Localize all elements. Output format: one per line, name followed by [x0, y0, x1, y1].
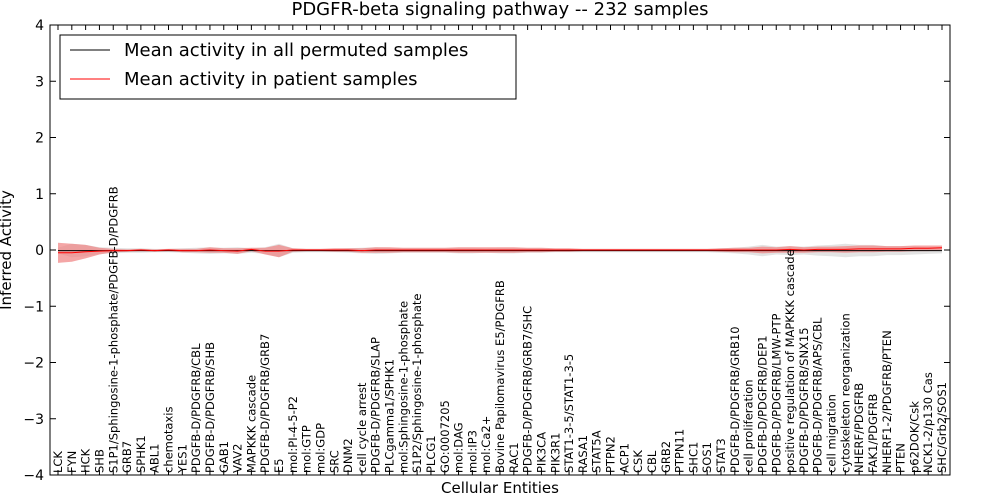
entity-label: FYN [65, 451, 79, 473]
entity-label: PTPN11 [673, 429, 687, 473]
entity-label: SHC1 [686, 442, 700, 473]
y-tick-label: −4 [23, 468, 44, 484]
entity-label: positive regulation of MAPKKK cascade [783, 249, 797, 473]
entity-label: PDGFB-D/PDGFRB/APS/CBL [811, 317, 825, 473]
entity-label: GAB1 [217, 441, 231, 473]
entity-label: chemotaxis [162, 407, 176, 473]
entity-label: mol:DAG [452, 422, 466, 473]
entity-label: S1P2/Sphingosine-1-phosphate [410, 294, 424, 473]
entity-label: CBL [645, 450, 659, 473]
entity-label: cell proliferation [742, 379, 756, 473]
y-axis-label: Inferred Activity [0, 190, 15, 310]
entity-label: MAPKKK cascade [244, 375, 258, 473]
entity-label: PDGFB-D/PDGFRB/SNX15 [797, 327, 811, 473]
entity-label: PTEN [894, 443, 908, 473]
bands-layer [58, 242, 942, 263]
entity-label: ACP1 [617, 443, 631, 473]
entity-label: GRB7 [120, 441, 134, 473]
entity-labels: LCK FYN HCK SHB S1P1/Sphingosine-1-phosphate… [51, 186, 949, 474]
entity-label: mol:Sphingosine-1-phosphate [396, 301, 410, 473]
entity-label: E5 [272, 458, 286, 473]
entity-label: PDGFB-D/PDGFRB/GRB7 [258, 334, 272, 473]
entity-label: Bovine Papilomavirus E5/PDGFRB [493, 280, 507, 473]
entity-label: S1P1/Sphingosine-1-phosphate/PDGFB-D/PDG… [106, 186, 120, 473]
entity-label: mol:GDP [313, 423, 327, 473]
entity-label: CSK [631, 450, 645, 473]
y-tick-label: −1 [23, 299, 44, 315]
entity-label: ABL1 [148, 444, 162, 473]
entity-label: PLCG1 [424, 435, 438, 473]
y-tick-label: 3 [35, 74, 44, 90]
lines-layer [58, 247, 943, 254]
entity-label: mol:Ca2+ [479, 416, 493, 473]
entity-label: p62DOK/Csk [907, 401, 921, 473]
entity-label: LCK [51, 451, 65, 473]
entity-label: cell cycle arrest [355, 382, 369, 473]
series-line-patient [58, 247, 943, 254]
entity-label: PDGFB-D/PDGFRB/GRB7/SHC [521, 306, 535, 473]
y-tick-label: 2 [35, 131, 44, 147]
entity-label: SHC/Grb2/SOS1 [935, 382, 949, 473]
x-axis-label: Cellular Entities [441, 479, 559, 497]
entity-label: SHB [92, 449, 106, 473]
y-tick-label: −2 [23, 356, 44, 372]
entity-label: STAT1-3-5/STAT1-3-5 [562, 354, 576, 473]
entity-label: PTPN2 [604, 436, 618, 473]
entity-label: STAT3 [714, 438, 728, 473]
x-axis-ticks [57, 25, 943, 475]
entity-label: PDGFB-D/PDGFRB/CBL [189, 343, 203, 473]
entity-label: PDGFB-D/PDGFRB/SHB [203, 342, 217, 473]
entity-label: PDGFB-D/PDGFRB/DEP1 [755, 335, 769, 473]
entity-label: FAK1/PDGFRB [866, 394, 880, 473]
entity-label: cell migration [825, 394, 839, 473]
entity-label: PIK3R1 [548, 433, 562, 474]
entity-label: PDGFB-D/PDGFRB/LMW-PTP [769, 314, 783, 473]
confidence-band-patient [58, 242, 942, 263]
entity-label: cytoskeleton reorganization [838, 313, 852, 473]
entity-label: NHERF1-2/PDGFRB/PTEN [880, 330, 894, 473]
entity-label: mol:GTP [300, 425, 314, 473]
legend-box [59, 34, 517, 100]
legend-label-permuted: Mean activity in all permuted samples [124, 40, 468, 61]
entity-label: mol:IP3 [465, 430, 479, 473]
entity-label: PDGFB-D/PDGFRB/SLAP [369, 337, 383, 473]
entity-label: RAC1 [507, 442, 521, 473]
entity-label: STAT5A [590, 430, 604, 473]
entity-label: SOS1 [700, 442, 714, 473]
y-tick-label: 4 [35, 18, 44, 34]
entity-label: HCK [79, 448, 93, 473]
entity-label: YES1 [175, 444, 189, 474]
entity-label: SRC [327, 450, 341, 473]
entity-label: PIK3CA [534, 432, 548, 473]
y-axis-ticks: 4 3 2 1 0 −1 −2 −3 −4 [23, 18, 950, 484]
legend: Mean activity in all permuted samples Me… [59, 34, 517, 100]
entity-label: VAV2 [231, 444, 245, 473]
entity-label: SPHK1 [134, 435, 148, 473]
entity-label: PDGFB-D/PDGFRB/GRB10 [728, 326, 742, 473]
entity-label: mol:PI-4-5-P2 [286, 396, 300, 473]
chart-title: PDGFR-beta signaling pathway -- 232 samp… [291, 0, 708, 20]
entity-label: PLCgamma1/SPHK1 [383, 359, 397, 473]
entity-label: NHERF/PDGFRB [852, 383, 866, 473]
y-tick-label: 0 [35, 243, 44, 259]
entity-label: NCK1-2/p130 Cas [921, 372, 935, 473]
y-tick-label: −3 [23, 412, 44, 428]
entity-label: GRB2 [659, 441, 673, 473]
y-tick-label: 1 [35, 187, 44, 203]
entity-label: GO:0007205 [438, 400, 452, 473]
entity-label: DNM2 [341, 438, 355, 473]
entity-label: RASA1 [576, 435, 590, 473]
legend-label-patient: Mean activity in patient samples [124, 69, 418, 90]
